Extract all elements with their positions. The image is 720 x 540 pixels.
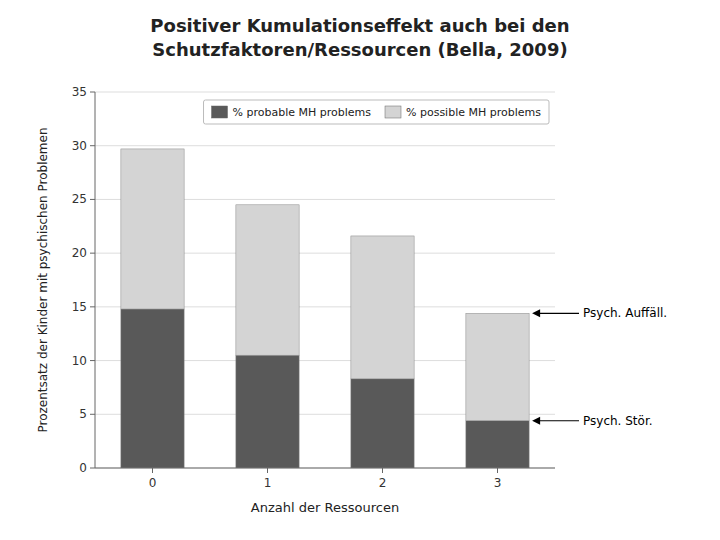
tick <box>267 468 268 473</box>
axis-line <box>95 468 555 469</box>
tick-label: 10 <box>72 354 87 368</box>
tick <box>90 253 95 254</box>
annotation-arrowhead <box>532 417 540 425</box>
annotation: Psych. Stör. <box>532 414 652 428</box>
tick <box>90 414 95 415</box>
bar <box>466 313 529 420</box>
grid-line <box>95 145 555 146</box>
tick-label: 30 <box>72 139 87 153</box>
tick-label: 35 <box>72 85 87 99</box>
tick <box>152 468 153 473</box>
title: Positiver Kumulationseffekt auch bei den <box>150 15 569 36</box>
legend: % probable MH problems % possible MH prob… <box>204 100 549 124</box>
annotation-arrow <box>539 420 579 421</box>
legend-swatch <box>212 106 228 118</box>
tick-label: 15 <box>72 300 87 314</box>
legend-label: % possible MH problems <box>406 106 541 119</box>
annotation: Psych. Auffäll. <box>532 306 667 320</box>
tick <box>90 468 95 469</box>
y-axis: 0 5 10 15 20 25 30 35 <box>72 85 555 475</box>
bar <box>351 236 414 379</box>
grid-line <box>95 92 555 93</box>
tick-label: 20 <box>72 246 87 260</box>
tick-label: 0 <box>149 476 157 490</box>
tick-label: 1 <box>264 476 272 490</box>
tick <box>90 145 95 146</box>
tick-label: 25 <box>72 192 87 206</box>
annotation-text: Psych. Auffäll. <box>583 306 667 320</box>
legend-label: % probable MH problems <box>233 106 372 119</box>
bar <box>466 421 529 468</box>
bar <box>121 309 184 468</box>
axis-line <box>95 92 96 468</box>
tick <box>90 92 95 93</box>
grid-line <box>95 468 555 469</box>
annotation-arrowhead <box>532 309 540 317</box>
tick <box>90 360 95 361</box>
tick-label: 3 <box>494 476 502 490</box>
tick <box>497 468 498 473</box>
tick-label: 5 <box>79 407 87 421</box>
tick-label: 2 <box>379 476 387 490</box>
tick-label: 0 <box>79 461 87 475</box>
bar <box>121 149 184 309</box>
y-axis-label: Prozentsatz der Kinder mit psychischen P… <box>36 127 50 432</box>
annotation-arrow <box>539 313 579 314</box>
tick <box>90 306 95 307</box>
chart: Positiver Kumulationseffekt auch bei den… <box>0 0 720 540</box>
bar <box>236 355 299 468</box>
bars <box>121 149 529 468</box>
title: Schutzfaktoren/Ressourcen (Bella, 2009) <box>152 39 567 60</box>
legend-swatch <box>385 106 401 118</box>
x-axis-label: Anzahl der Ressourcen <box>251 500 399 515</box>
annotation-text: Psych. Stör. <box>583 414 653 428</box>
legend-frame <box>204 100 549 124</box>
tick <box>382 468 383 473</box>
bar <box>236 205 299 355</box>
bar <box>351 379 414 468</box>
tick <box>90 199 95 200</box>
